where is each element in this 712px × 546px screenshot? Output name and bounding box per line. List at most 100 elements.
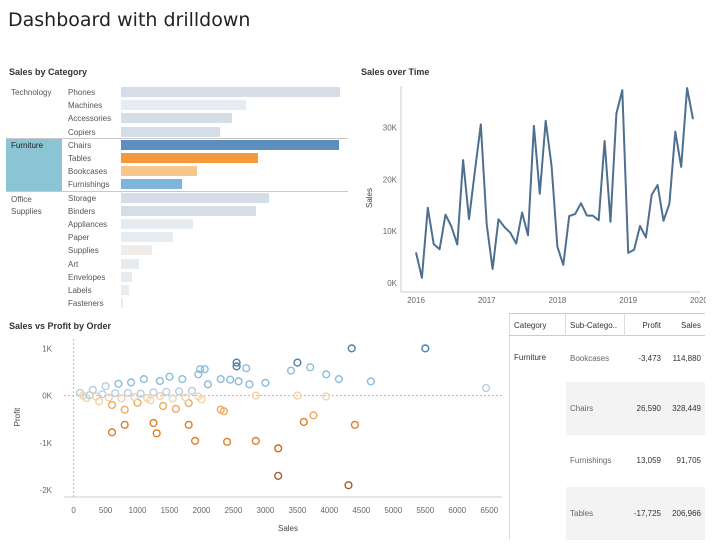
scatter-point[interactable] <box>200 365 209 374</box>
scatter-point[interactable] <box>251 391 260 400</box>
scatter-point[interactable] <box>309 411 318 420</box>
sales-vs-profit-chart[interactable]: Profit Sales 1K 0K -1K -2K 0 500 1000 1500 2000… <box>0 335 508 539</box>
scatter-point[interactable] <box>149 388 158 397</box>
scatter-point[interactable] <box>219 407 229 416</box>
scatter-point[interactable] <box>123 388 133 397</box>
bar[interactable] <box>121 113 232 124</box>
scatter-point[interactable] <box>322 392 331 401</box>
scatter-point[interactable] <box>104 393 113 402</box>
scatter-point[interactable] <box>293 391 302 400</box>
scatter-point[interactable] <box>481 383 491 393</box>
scatter-point[interactable] <box>366 377 376 386</box>
scatter-point[interactable] <box>191 436 200 446</box>
scatter-point[interactable] <box>117 394 126 403</box>
scatter-point[interactable] <box>107 400 117 410</box>
bar[interactable] <box>121 232 174 243</box>
scatter-point[interactable] <box>165 372 174 381</box>
scatter-point[interactable] <box>152 429 161 438</box>
sales-line[interactable] <box>415 87 694 279</box>
scatter-point[interactable] <box>347 344 356 353</box>
scatter-point[interactable] <box>232 362 241 371</box>
bar[interactable] <box>121 153 259 163</box>
bar[interactable] <box>121 298 123 309</box>
scatter-point[interactable] <box>274 444 283 453</box>
bar[interactable] <box>121 126 221 137</box>
scatter-point[interactable] <box>187 386 197 396</box>
bar[interactable] <box>121 245 153 256</box>
scatter-point[interactable] <box>127 378 136 387</box>
table-row[interactable] <box>566 382 705 435</box>
bar[interactable] <box>121 87 340 97</box>
scatter-point[interactable] <box>421 344 430 353</box>
table-cell-profit: 13,059 <box>636 456 661 465</box>
bar[interactable] <box>121 166 198 177</box>
scatter-point[interactable] <box>107 428 117 437</box>
scatter-point[interactable] <box>175 387 184 396</box>
bar[interactable] <box>121 219 193 229</box>
scatter-point[interactable] <box>293 358 302 367</box>
detail-table[interactable]: Category Sub-Catego.. Profit Sales Furni… <box>509 313 705 540</box>
scatter-point[interactable] <box>101 382 110 391</box>
sales-over-time-chart[interactable]: Sales 0K 10K 20K 30K 2016 2017 2018 2019 2020 <box>360 80 706 310</box>
scatter-point[interactable] <box>245 380 254 389</box>
sales-by-category-chart[interactable]: Technology Furniture Office Supplies Pho… <box>6 84 352 309</box>
table-row[interactable] <box>566 435 705 487</box>
scatter-xtick: 6000 <box>448 506 466 515</box>
scatter-point[interactable] <box>196 365 205 374</box>
scatter-point[interactable] <box>114 379 123 388</box>
line-xtick: 2018 <box>549 296 567 305</box>
scatter-point[interactable] <box>111 389 120 398</box>
scatter-point[interactable] <box>344 481 353 490</box>
scatter-point[interactable] <box>98 390 107 399</box>
scatter-point[interactable] <box>155 376 165 386</box>
scatter-point[interactable] <box>168 394 177 403</box>
bar[interactable] <box>121 139 339 150</box>
table-cell-sales: 206,966 <box>672 508 701 518</box>
scatter-point[interactable] <box>350 420 360 429</box>
scatter-point[interactable] <box>274 471 283 480</box>
scatter-point[interactable] <box>143 393 152 403</box>
scatter-point[interactable] <box>251 436 260 446</box>
scatter-point[interactable] <box>120 420 129 429</box>
scatter-point[interactable] <box>159 401 168 411</box>
scatter-point[interactable] <box>136 389 145 398</box>
scatter-point[interactable] <box>261 378 270 388</box>
bar[interactable] <box>121 179 182 190</box>
scatter-ytick: -1K <box>40 439 53 448</box>
scatter-point[interactable] <box>139 374 149 384</box>
scatter-point[interactable] <box>194 392 203 401</box>
bar[interactable] <box>121 258 139 269</box>
scatter-point[interactable] <box>171 404 181 413</box>
bar[interactable] <box>121 192 270 203</box>
scatter-point[interactable] <box>286 366 296 375</box>
scatter-point[interactable] <box>216 374 225 384</box>
bar-label: Envelopes <box>68 272 106 282</box>
bar[interactable] <box>121 271 132 282</box>
scatter-point[interactable] <box>226 375 235 384</box>
scatter-point[interactable] <box>242 364 251 373</box>
scatter-point[interactable] <box>203 380 213 389</box>
scatter-point[interactable] <box>178 374 187 384</box>
scatter-point[interactable] <box>223 437 232 446</box>
scatter-point[interactable] <box>234 377 243 386</box>
bar[interactable] <box>121 100 247 111</box>
scatter-point[interactable] <box>334 374 344 384</box>
scatter-point[interactable] <box>194 370 203 379</box>
table-row[interactable] <box>566 487 705 540</box>
scatter-point[interactable] <box>149 418 158 428</box>
bar[interactable] <box>121 285 129 295</box>
scatter-point[interactable] <box>299 417 308 427</box>
scatter-xtick: 500 <box>99 506 113 515</box>
scatter-point[interactable] <box>181 393 190 402</box>
scatter-point[interactable] <box>232 358 241 367</box>
bar[interactable] <box>121 205 257 216</box>
scatter-point[interactable] <box>306 363 315 372</box>
scatter-point[interactable] <box>155 391 165 401</box>
scatter-point[interactable] <box>184 420 193 429</box>
scatter-point[interactable] <box>162 387 171 396</box>
table-row[interactable] <box>566 336 705 382</box>
category-label-furniture[interactable]: Furniture <box>11 141 44 150</box>
scatter-point[interactable] <box>120 405 129 414</box>
scatter-point[interactable] <box>322 370 331 379</box>
scatter-point[interactable] <box>130 392 139 402</box>
